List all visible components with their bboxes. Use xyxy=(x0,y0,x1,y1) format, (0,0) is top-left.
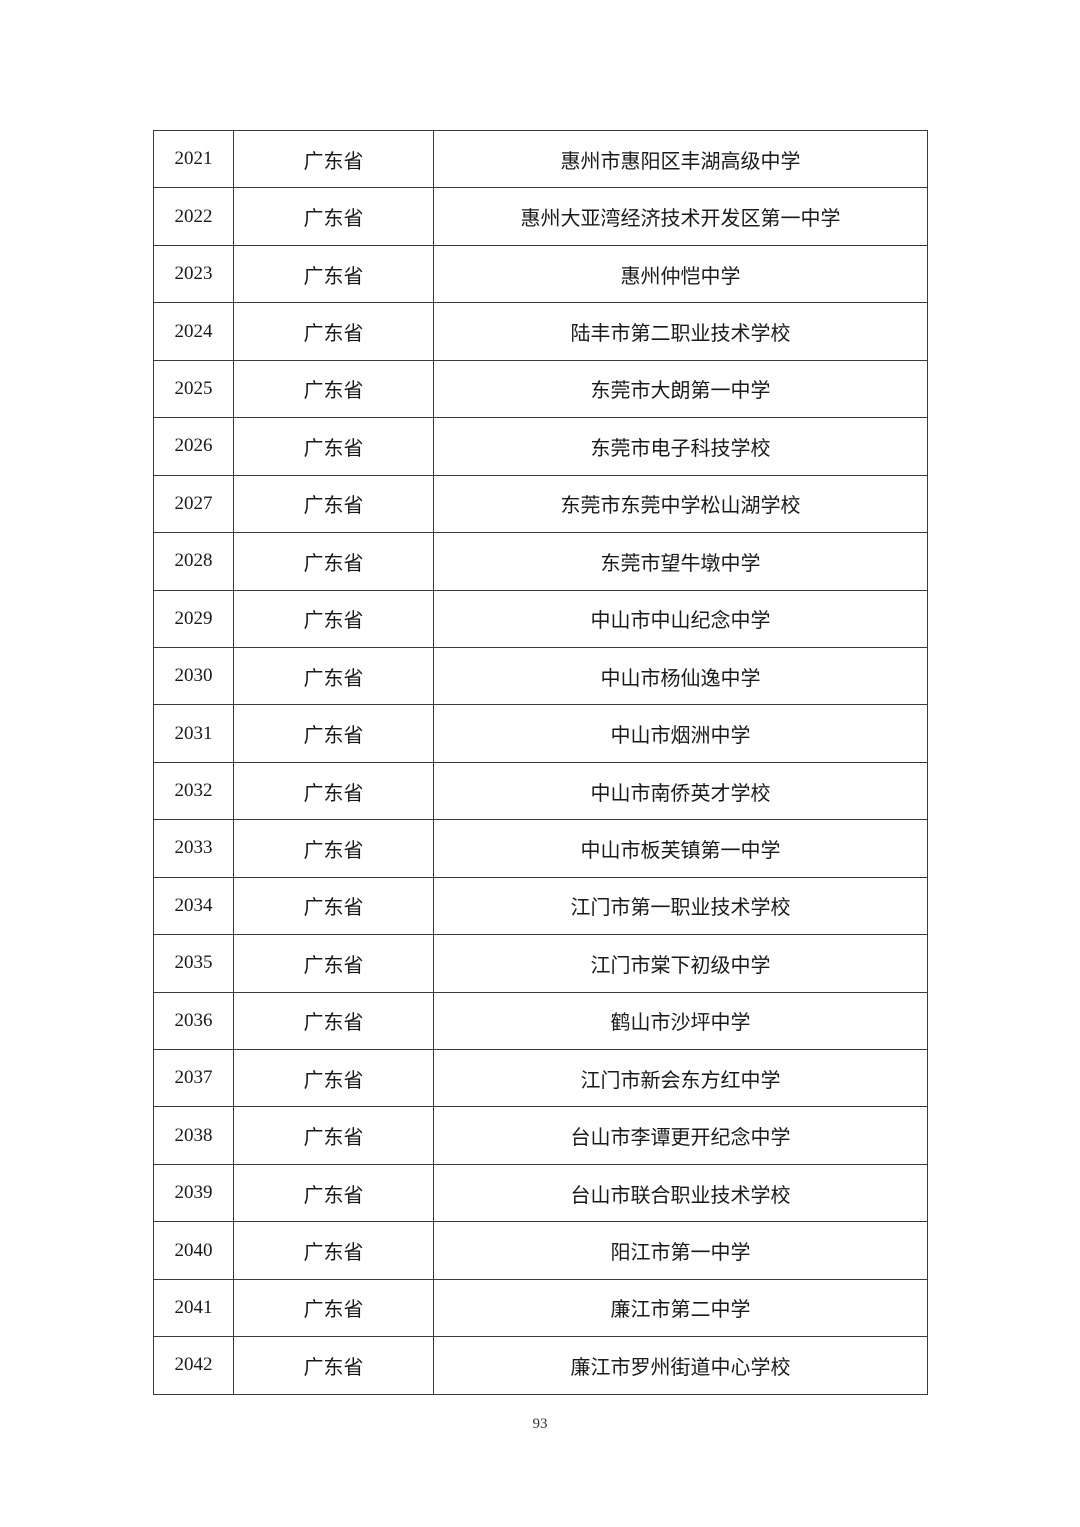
table-row: 2033 广东省 中山市板芙镇第一中学 xyxy=(153,819,928,878)
row-number-cell: 2022 xyxy=(153,187,234,246)
province-cell: 广东省 xyxy=(233,532,434,591)
province-cell: 广东省 xyxy=(233,761,434,821)
province-cell: 广东省 xyxy=(233,417,434,476)
school-name-cell: 中山市烟洲中学 xyxy=(433,704,928,763)
row-number-cell: 2035 xyxy=(153,934,234,993)
school-name-cell: 台山市李谭更开纪念中学 xyxy=(433,1106,928,1165)
school-name-cell: 中山市杨仙逸中学 xyxy=(433,646,928,706)
province-cell: 广东省 xyxy=(233,1106,434,1165)
province-cell: 广东省 xyxy=(233,876,434,936)
table-row: 2037 广东省 江门市新会东方红中学 xyxy=(153,1048,928,1108)
province-cell: 广东省 xyxy=(233,302,434,361)
school-name-cell: 惠州仲恺中学 xyxy=(433,244,928,304)
province-cell: 广东省 xyxy=(233,187,434,246)
row-number-cell: 2040 xyxy=(153,1221,234,1280)
province-cell: 广东省 xyxy=(233,129,434,189)
table-row: 2038 广东省 台山市李谭更开纪念中学 xyxy=(153,1106,928,1165)
province-cell: 广东省 xyxy=(233,991,434,1051)
row-number-cell: 2025 xyxy=(153,359,234,419)
school-name-cell: 江门市棠下初级中学 xyxy=(433,934,928,993)
school-name-cell: 江门市第一职业技术学校 xyxy=(433,876,928,936)
school-name-cell: 江门市新会东方红中学 xyxy=(433,1048,928,1108)
province-cell: 广东省 xyxy=(233,589,434,648)
table-row: 2041 广东省 廉江市第二中学 xyxy=(153,1278,928,1338)
province-cell: 广东省 xyxy=(233,1278,434,1338)
province-cell: 广东省 xyxy=(233,934,434,993)
school-name-cell: 陆丰市第二职业技术学校 xyxy=(433,302,928,361)
province-cell: 广东省 xyxy=(233,1163,434,1223)
school-name-cell: 鹤山市沙坪中学 xyxy=(433,991,928,1051)
table-row: 2023 广东省 惠州仲恺中学 xyxy=(153,244,928,304)
row-number-cell: 2023 xyxy=(153,244,234,304)
table-body: 2021 广东省 惠州市惠阳区丰湖高级中学 2022 广东省 惠州大亚湾经济技术开发区第一… xyxy=(153,129,928,1395)
row-number-cell: 2041 xyxy=(153,1278,234,1338)
page-number: 93 xyxy=(532,1416,548,1432)
row-number-cell: 2036 xyxy=(153,991,234,1051)
province-cell: 广东省 xyxy=(233,474,434,534)
table-row: 2042 广东省 廉江市罗州街道中心学校 xyxy=(153,1336,928,1395)
school-name-cell: 东莞市东莞中学松山湖学校 xyxy=(433,474,928,534)
table-row: 2021 广东省 惠州市惠阳区丰湖高级中学 xyxy=(153,129,928,189)
school-name-cell: 东莞市大朗第一中学 xyxy=(433,359,928,419)
school-name-cell: 阳江市第一中学 xyxy=(433,1221,928,1280)
row-number-cell: 2030 xyxy=(153,646,234,706)
row-number-cell: 2032 xyxy=(153,761,234,821)
school-name-cell: 台山市联合职业技术学校 xyxy=(433,1163,928,1223)
row-number-cell: 2039 xyxy=(153,1163,234,1223)
table-row: 2028 广东省 东莞市望牛墩中学 xyxy=(153,532,928,591)
province-cell: 广东省 xyxy=(233,359,434,419)
school-name-cell: 惠州大亚湾经济技术开发区第一中学 xyxy=(433,187,928,246)
school-name-cell: 东莞市电子科技学校 xyxy=(433,417,928,476)
row-number-cell: 2034 xyxy=(153,876,234,936)
row-number-cell: 2027 xyxy=(153,474,234,534)
table-row: 2036 广东省 鹤山市沙坪中学 xyxy=(153,991,928,1051)
table-row: 2022 广东省 惠州大亚湾经济技术开发区第一中学 xyxy=(153,187,928,246)
row-number-cell: 2021 xyxy=(153,129,234,189)
table-row: 2029 广东省 中山市中山纪念中学 xyxy=(153,589,928,648)
table-row: 2034 广东省 江门市第一职业技术学校 xyxy=(153,876,928,936)
table-row: 2039 广东省 台山市联合职业技术学校 xyxy=(153,1163,928,1223)
table-row: 2030 广东省 中山市杨仙逸中学 xyxy=(153,646,928,706)
school-name-cell: 惠州市惠阳区丰湖高级中学 xyxy=(433,129,928,189)
table-row: 2040 广东省 阳江市第一中学 xyxy=(153,1221,928,1280)
table-row: 2024 广东省 陆丰市第二职业技术学校 xyxy=(153,302,928,361)
province-cell: 广东省 xyxy=(233,819,434,878)
school-name-cell: 廉江市罗州街道中心学校 xyxy=(433,1336,928,1395)
school-name-cell: 中山市南侨英才学校 xyxy=(433,761,928,821)
row-number-cell: 2026 xyxy=(153,417,234,476)
school-list-table: 2021 广东省 惠州市惠阳区丰湖高级中学 2022 广东省 惠州大亚湾经济技术开发区第一… xyxy=(153,129,928,1395)
table-row: 2035 广东省 江门市棠下初级中学 xyxy=(153,934,928,993)
table-row: 2031 广东省 中山市烟洲中学 xyxy=(153,704,928,763)
province-cell: 广东省 xyxy=(233,1048,434,1108)
province-cell: 广东省 xyxy=(233,244,434,304)
table-row: 2032 广东省 中山市南侨英才学校 xyxy=(153,761,928,821)
row-number-cell: 2028 xyxy=(153,532,234,591)
table-row: 2025 广东省 东莞市大朗第一中学 xyxy=(153,359,928,419)
row-number-cell: 2024 xyxy=(153,302,234,361)
row-number-cell: 2042 xyxy=(153,1336,234,1395)
row-number-cell: 2037 xyxy=(153,1048,234,1108)
table-row: 2026 广东省 东莞市电子科技学校 xyxy=(153,417,928,476)
row-number-cell: 2033 xyxy=(153,819,234,878)
province-cell: 广东省 xyxy=(233,646,434,706)
table-row: 2027 广东省 东莞市东莞中学松山湖学校 xyxy=(153,474,928,534)
row-number-cell: 2038 xyxy=(153,1106,234,1165)
province-cell: 广东省 xyxy=(233,1221,434,1280)
row-number-cell: 2029 xyxy=(153,589,234,648)
province-cell: 广东省 xyxy=(233,704,434,763)
school-name-cell: 中山市中山纪念中学 xyxy=(433,589,928,648)
school-name-cell: 廉江市第二中学 xyxy=(433,1278,928,1338)
school-name-cell: 中山市板芙镇第一中学 xyxy=(433,819,928,878)
province-cell: 广东省 xyxy=(233,1336,434,1395)
school-name-cell: 东莞市望牛墩中学 xyxy=(433,532,928,591)
row-number-cell: 2031 xyxy=(153,704,234,763)
